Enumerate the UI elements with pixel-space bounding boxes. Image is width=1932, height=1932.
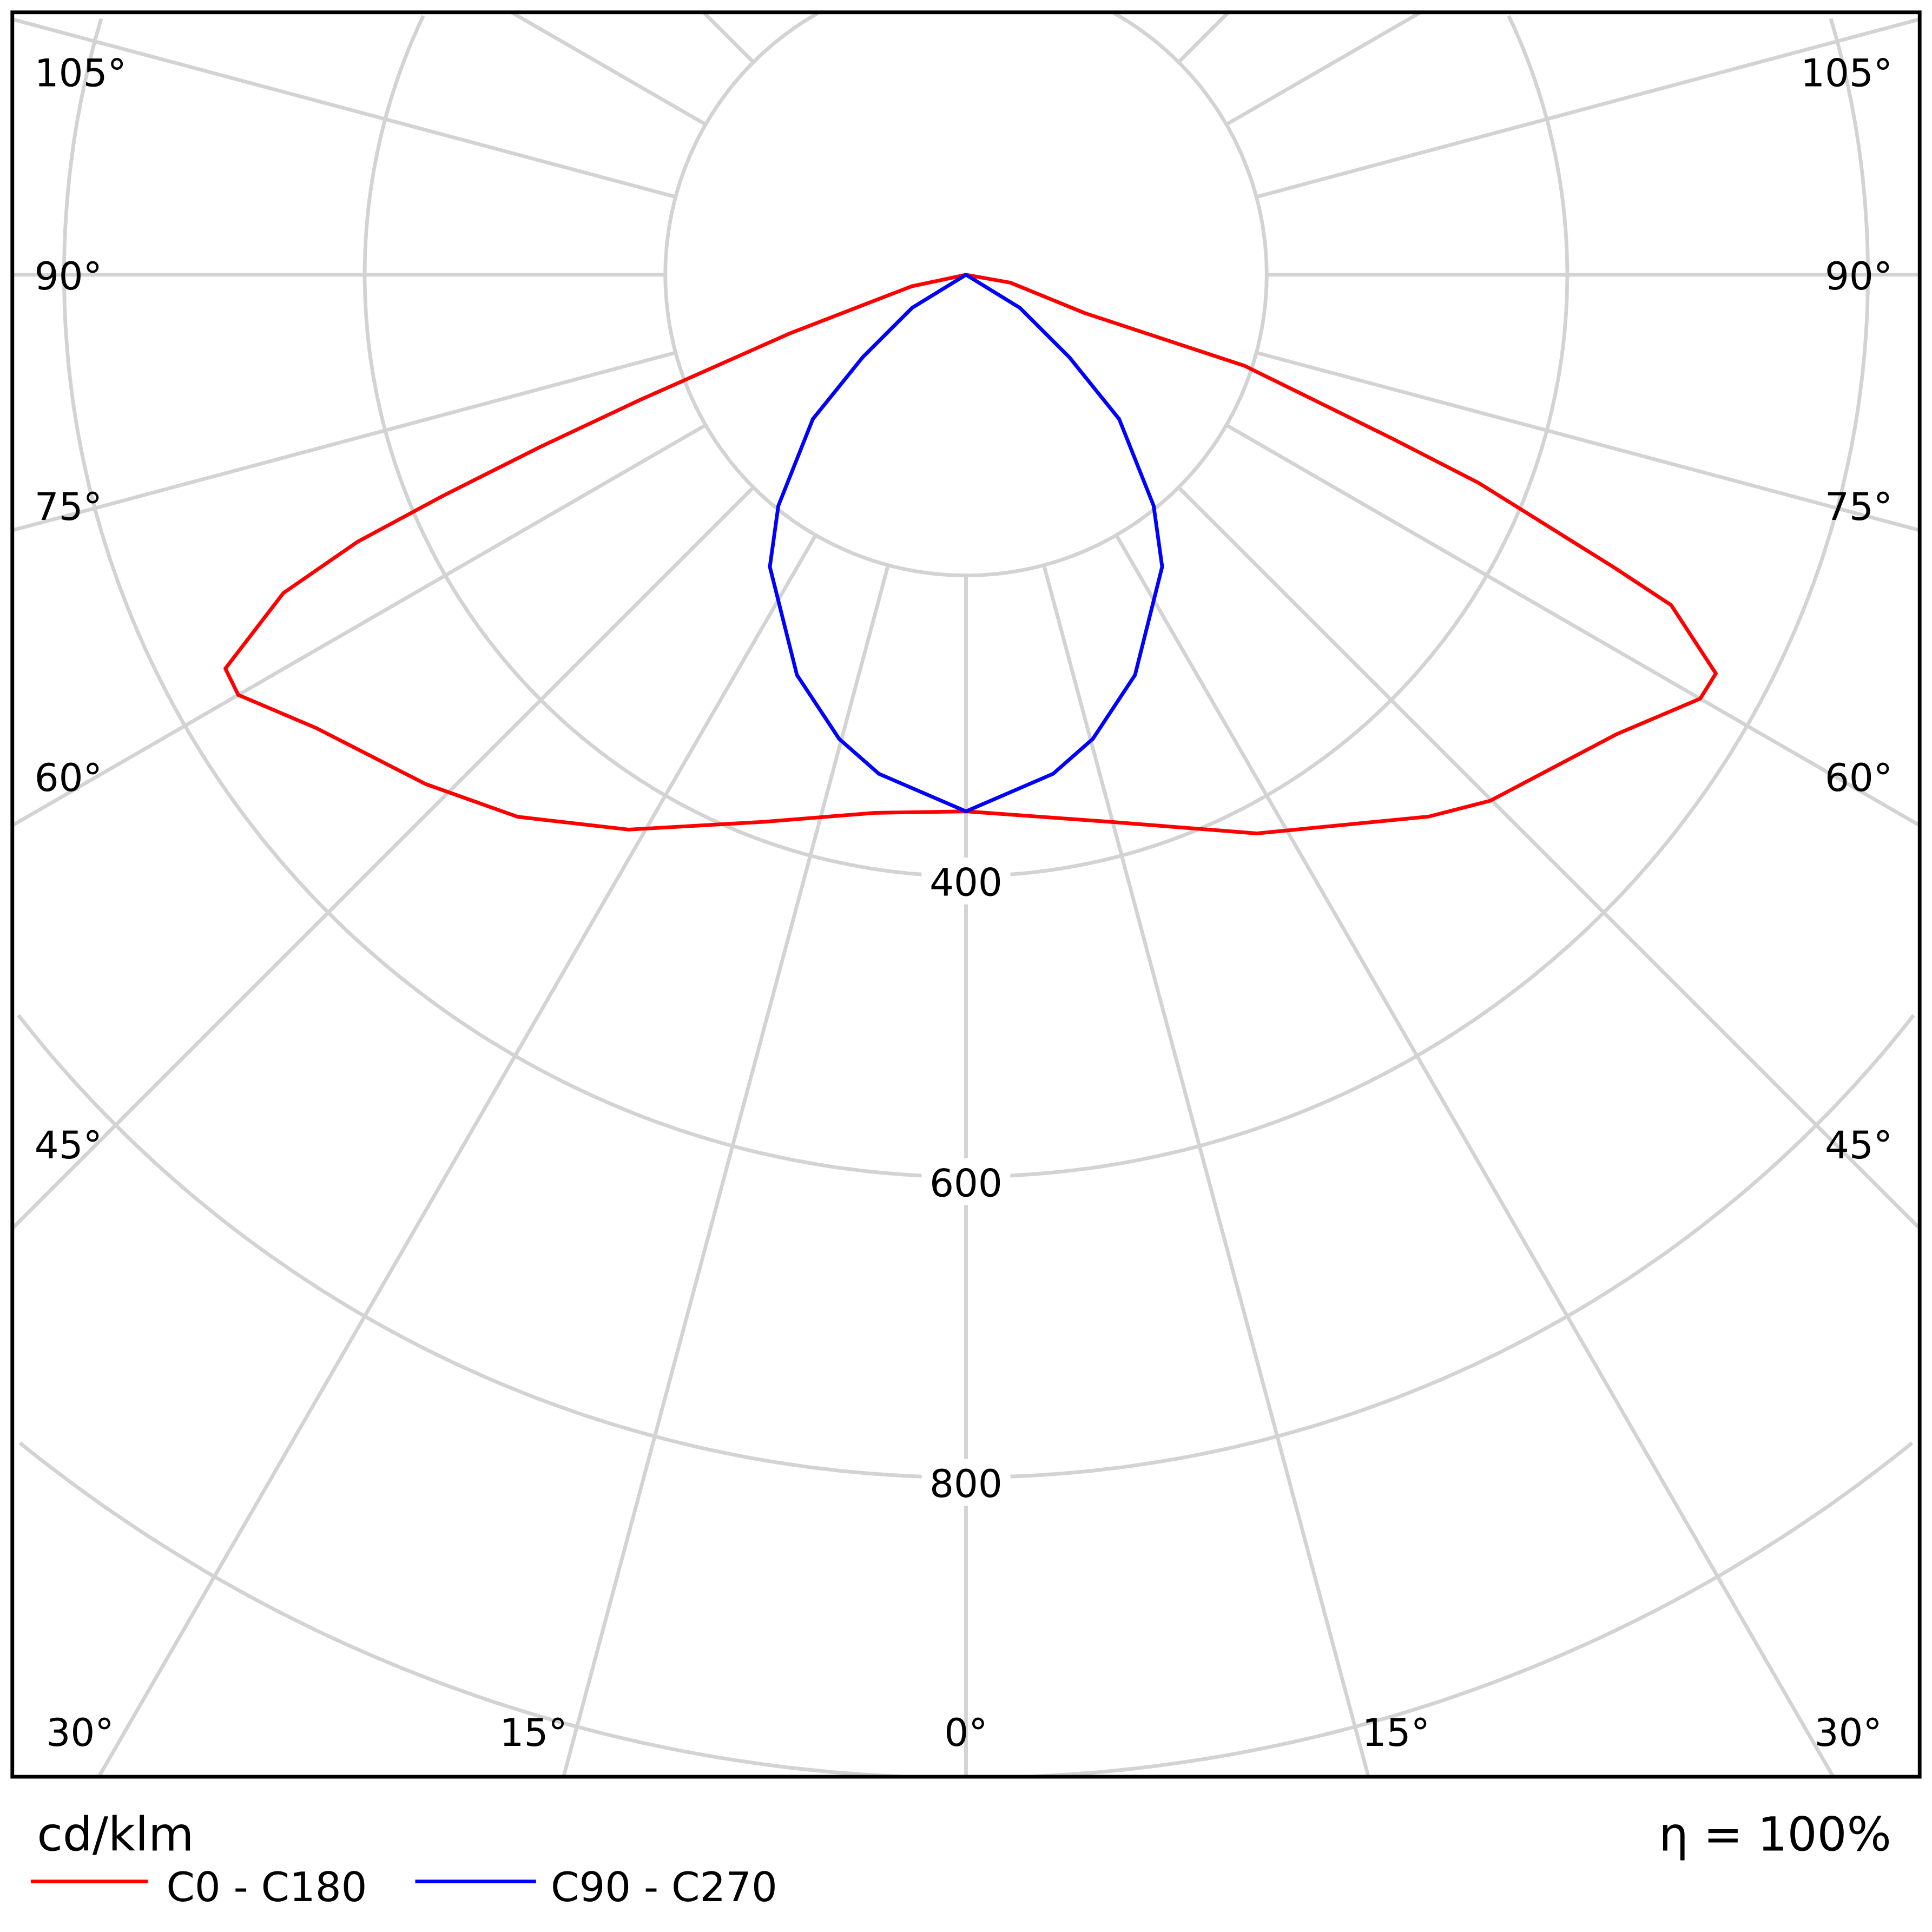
grid-ray-30 (1115, 534, 1835, 1778)
grid-circle-400 (362, 15, 1570, 878)
grid-ray--135 (702, 11, 755, 64)
grid-ray--120 (510, 10, 707, 126)
chart-frame (10, 10, 1922, 1779)
grid-ray-15 (1042, 564, 1370, 1777)
angle-label-right-75: 75° (1825, 484, 1893, 529)
radial-label-800: 800 (929, 1461, 1003, 1506)
angle-label-right-45: 45° (1825, 1123, 1893, 1168)
grid-ray--15 (562, 564, 890, 1777)
angle-label-bottom-0: 0° (944, 1710, 987, 1755)
angle-label-left-75: 75° (35, 484, 102, 529)
grid-circle-1000 (18, 1441, 1914, 1779)
angle-label-right-90: 90° (1825, 254, 1893, 299)
grid-ray--75 (11, 351, 676, 532)
angle-label-left-105: 105° (35, 50, 127, 95)
grid-ray-60 (1225, 423, 1921, 827)
legend-label-c0-c180: C0 - C180 (166, 1863, 367, 1911)
grid (11, 10, 1921, 1779)
legend-label-c90-c270: C90 - C270 (551, 1863, 777, 1911)
grid-ray--45 (11, 486, 755, 1230)
grid-circle-200 (663, 11, 1269, 577)
angle-labels-bottom: 30° 15° 0° 15° 30° (46, 1710, 1882, 1755)
grid-ray-135 (1177, 11, 1230, 64)
angle-labels-right: 105° 90° 75° 60° 45° (1801, 50, 1893, 1167)
grid-ray--60 (11, 423, 707, 827)
angle-label-right-60: 60° (1825, 755, 1893, 800)
legend: C0 - C180 C90 - C270 (30, 1863, 777, 1911)
unit-label: cd/klm (37, 1808, 194, 1862)
angle-label-bottom-30-right: 30° (1815, 1710, 1882, 1755)
angle-label-right-105: 105° (1801, 50, 1893, 95)
grid-circle-800 (17, 1014, 1915, 1480)
grid-circle-600 (62, 18, 1870, 1179)
series-curve-c0-c180 (223, 273, 1718, 835)
angle-label-left-45: 45° (35, 1123, 102, 1168)
efficiency-label: η = 100% (1659, 1808, 1891, 1862)
angle-labels-left: 105° 90° 75° 60° 45° (35, 50, 127, 1167)
grid-ray-120 (1225, 10, 1422, 126)
angle-label-bottom-15-left: 15° (500, 1710, 568, 1755)
series-curve-c90-c270 (768, 273, 1164, 814)
grid-ray--30 (97, 534, 817, 1778)
grid-ray-45 (1177, 486, 1921, 1230)
radial-tick-labels: 400 600 800 (921, 858, 1011, 1506)
angle-label-left-60: 60° (35, 755, 102, 800)
grid-ray-75 (1256, 351, 1921, 532)
angle-label-bottom-15-right: 15° (1362, 1710, 1430, 1755)
angle-label-left-90: 90° (35, 254, 102, 299)
grid-ray--105 (11, 17, 676, 199)
radial-label-600: 600 (929, 1160, 1003, 1205)
grid-ray-105 (1256, 17, 1921, 199)
curves (223, 273, 1718, 835)
radial-label-400: 400 (929, 860, 1003, 905)
angle-label-bottom-30-left: 30° (46, 1710, 114, 1755)
